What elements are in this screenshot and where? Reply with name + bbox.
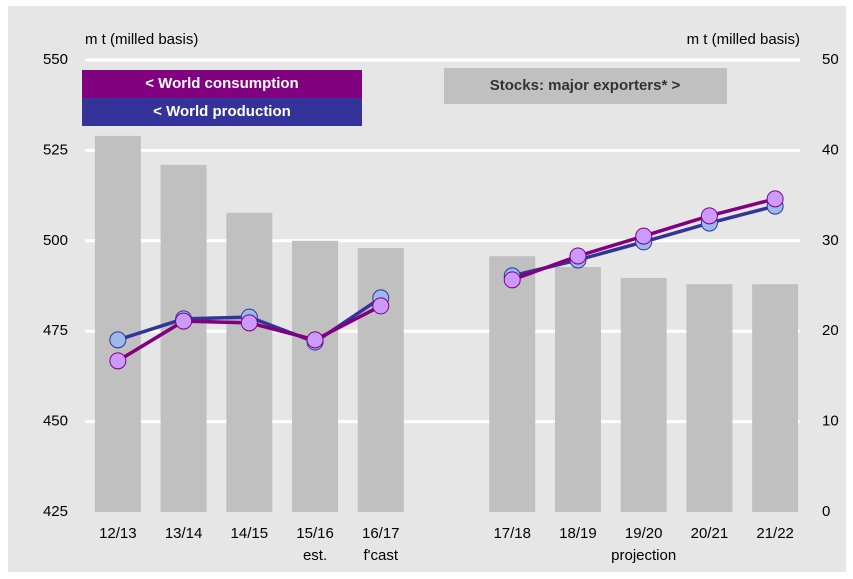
- bar: [489, 256, 536, 512]
- bar: [357, 248, 404, 513]
- y-tick-label: 550: [43, 51, 68, 68]
- y-tick-label: 425: [43, 503, 68, 520]
- x-tick-label: 14/15: [231, 525, 269, 542]
- x-tick-label: 13/14: [165, 525, 203, 542]
- marker: [372, 297, 390, 315]
- x-sublabel: est.: [303, 547, 327, 564]
- x-tick-label: 15/16: [296, 525, 334, 542]
- marker: [700, 207, 718, 225]
- bar: [160, 164, 207, 512]
- y2-axis-label: m t (milled basis): [687, 31, 800, 48]
- bar: [226, 212, 273, 512]
- marker: [109, 331, 127, 349]
- x-tick-label: 20/21: [691, 525, 729, 542]
- y2-tick-label: 10: [822, 413, 839, 430]
- bar: [94, 135, 141, 512]
- bar: [686, 284, 733, 512]
- y2-tick-label: 20: [822, 322, 839, 339]
- x-tick-label: 19/20: [625, 525, 663, 542]
- marker: [635, 227, 653, 245]
- x-sublabel: f'cast: [363, 547, 398, 564]
- bar: [554, 267, 601, 512]
- y2-tick-label: 0: [822, 503, 830, 520]
- marker: [569, 247, 587, 265]
- y-tick-label: 500: [43, 232, 68, 249]
- annotation: projection: [611, 547, 676, 564]
- marker: [109, 352, 127, 370]
- y-tick-label: 450: [43, 413, 68, 430]
- bar: [752, 284, 799, 512]
- y-tick-label: 475: [43, 322, 68, 339]
- marker: [766, 190, 784, 208]
- x-tick-label: 18/19: [559, 525, 597, 542]
- marker: [306, 331, 324, 349]
- x-tick-label: 16/17: [362, 525, 400, 542]
- marker: [175, 312, 193, 330]
- legend-box: [82, 98, 362, 126]
- bar: [292, 240, 339, 513]
- legend-box: [444, 68, 727, 104]
- y-axis-label: m t (milled basis): [85, 31, 198, 48]
- y-tick-label: 525: [43, 141, 68, 158]
- x-tick-label: 21/22: [756, 525, 794, 542]
- legend-label: Stocks: major exporters* >: [490, 77, 681, 94]
- legend-label: < World production: [153, 103, 291, 120]
- y2-tick-label: 30: [822, 232, 839, 249]
- marker: [240, 314, 258, 332]
- bar: [620, 277, 667, 512]
- x-tick-label: 12/13: [99, 525, 137, 542]
- y2-tick-label: 50: [822, 51, 839, 68]
- y2-tick-label: 40: [822, 141, 839, 158]
- legend-box: [82, 70, 362, 98]
- x-tick-label: 17/18: [493, 525, 531, 542]
- marker: [503, 271, 521, 289]
- legend-label: < World consumption: [145, 75, 298, 92]
